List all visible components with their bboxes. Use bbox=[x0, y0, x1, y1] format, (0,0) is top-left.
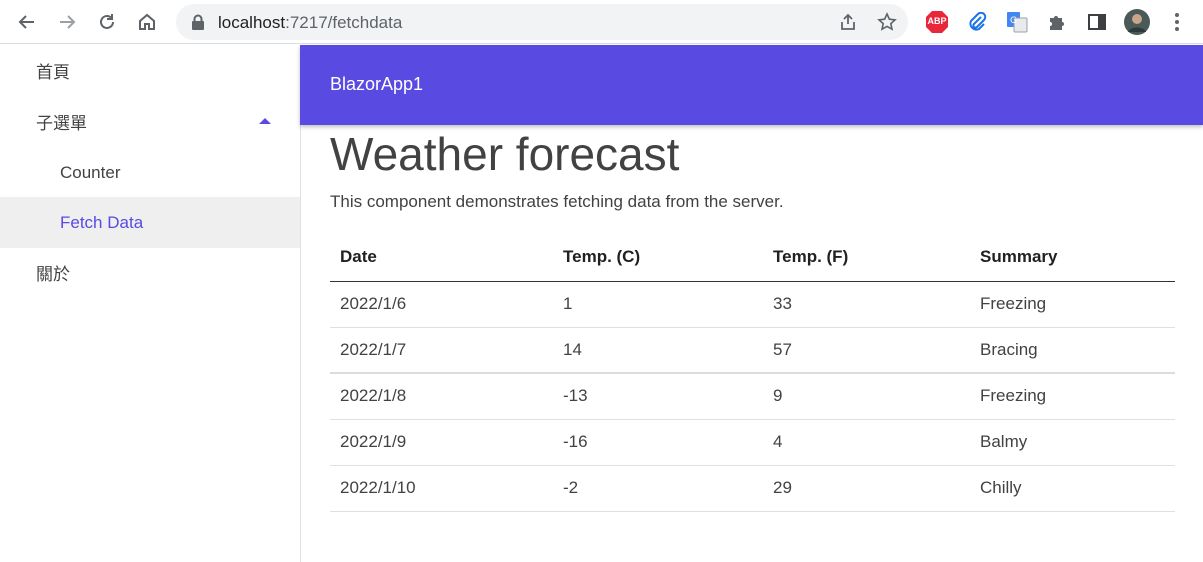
puzzle-icon[interactable] bbox=[1044, 9, 1070, 35]
lock-icon[interactable] bbox=[188, 12, 208, 32]
url-text[interactable]: localhost:7217/fetchdata bbox=[218, 13, 402, 33]
svg-text:G: G bbox=[1010, 16, 1017, 26]
app-bar: BlazorApp1 bbox=[300, 45, 1203, 125]
url-path: :7217/fetchdata bbox=[285, 13, 403, 32]
sidebar-item-submenu[interactable]: 子選單 bbox=[0, 96, 300, 147]
app-title[interactable]: BlazorApp1 bbox=[330, 74, 424, 94]
back-arrow-icon[interactable] bbox=[12, 7, 42, 37]
cell-date: 2022/1/8 bbox=[330, 373, 553, 420]
star-icon[interactable] bbox=[877, 12, 897, 32]
page-description: This component demonstrates fetching dat… bbox=[330, 192, 784, 211]
column-header-temp-c: Temp. (C) bbox=[553, 234, 763, 282]
chevron-up-icon bbox=[259, 118, 271, 124]
cell-summary: Freezing bbox=[970, 281, 1175, 328]
cell-summary: Chilly bbox=[970, 465, 1175, 512]
sidebar-item-label: Counter bbox=[60, 162, 121, 182]
cell-temp-c: -2 bbox=[553, 465, 763, 512]
cell-temp-c: 14 bbox=[553, 327, 763, 374]
sidebar-item-counter[interactable]: Counter bbox=[0, 147, 300, 198]
cell-temp-c: 1 bbox=[553, 281, 763, 328]
sidebar-item-label: 子選單 bbox=[36, 114, 87, 133]
cell-summary: Balmy bbox=[970, 419, 1175, 466]
address-bar[interactable]: localhost:7217/fetchdata bbox=[176, 4, 908, 40]
table-row: 2022/1/9 -16 4 Balmy bbox=[330, 419, 1175, 466]
table-row: 2022/1/6 1 33 Freezing bbox=[330, 281, 1175, 328]
cell-summary: Bracing bbox=[970, 327, 1175, 374]
weather-table: Date Temp. (C) Temp. (F) Summary 2022/1/… bbox=[330, 234, 1175, 512]
cell-date: 2022/1/9 bbox=[330, 419, 553, 466]
abp-label: ABP bbox=[927, 16, 947, 26]
sidebar-item-home[interactable]: 首頁 bbox=[0, 45, 300, 96]
cell-date: 2022/1/7 bbox=[330, 327, 553, 374]
sidebar-nav: 首頁 子選單 Counter Fetch Data 關於 bbox=[0, 45, 301, 562]
home-icon[interactable] bbox=[132, 7, 162, 37]
avatar[interactable] bbox=[1124, 9, 1150, 35]
cell-temp-c: -16 bbox=[553, 419, 763, 466]
sidebar-item-label: Fetch Data bbox=[60, 212, 144, 232]
page-title: Weather forecast bbox=[330, 128, 680, 180]
side-panel-icon[interactable] bbox=[1084, 9, 1110, 35]
reload-icon[interactable] bbox=[92, 7, 122, 37]
translate-icon[interactable]: G bbox=[1004, 9, 1030, 35]
browser-toolbar: localhost:7217/fetchdata ABP G bbox=[0, 0, 1203, 44]
column-header-date: Date bbox=[330, 234, 553, 282]
abp-icon[interactable]: ABP bbox=[924, 9, 950, 35]
column-header-summary: Summary bbox=[970, 234, 1175, 282]
table-row: 2022/1/8 -13 9 Freezing bbox=[330, 373, 1175, 420]
main-content: Weather forecast This component demonstr… bbox=[330, 125, 1175, 512]
forward-arrow-icon[interactable] bbox=[52, 7, 82, 37]
cell-temp-f: 57 bbox=[763, 327, 970, 374]
cell-temp-c: -13 bbox=[553, 373, 763, 420]
cell-summary: Freezing bbox=[970, 373, 1175, 420]
table-row: 2022/1/7 14 57 Bracing bbox=[330, 327, 1175, 374]
cell-date: 2022/1/6 bbox=[330, 281, 553, 328]
url-host: localhost bbox=[218, 13, 286, 32]
sidebar-item-about[interactable]: 關於 bbox=[0, 247, 300, 298]
cell-temp-f: 9 bbox=[763, 373, 970, 420]
sidebar-item-label: 首頁 bbox=[36, 63, 70, 82]
sidebar-item-fetch-data[interactable]: Fetch Data bbox=[0, 197, 300, 248]
paperclip-icon[interactable] bbox=[964, 9, 990, 35]
share-icon[interactable] bbox=[838, 12, 858, 32]
cell-temp-f: 33 bbox=[763, 281, 970, 328]
column-header-temp-f: Temp. (F) bbox=[763, 234, 970, 282]
cell-temp-f: 29 bbox=[763, 465, 970, 512]
table-row: 2022/1/10 -2 29 Chilly bbox=[330, 465, 1175, 512]
table-header-row: Date Temp. (C) Temp. (F) Summary bbox=[330, 234, 1175, 282]
cell-temp-f: 4 bbox=[763, 419, 970, 466]
cell-date: 2022/1/10 bbox=[330, 465, 553, 512]
kebab-menu-icon[interactable] bbox=[1164, 9, 1190, 35]
sidebar-item-label: 關於 bbox=[36, 265, 70, 284]
